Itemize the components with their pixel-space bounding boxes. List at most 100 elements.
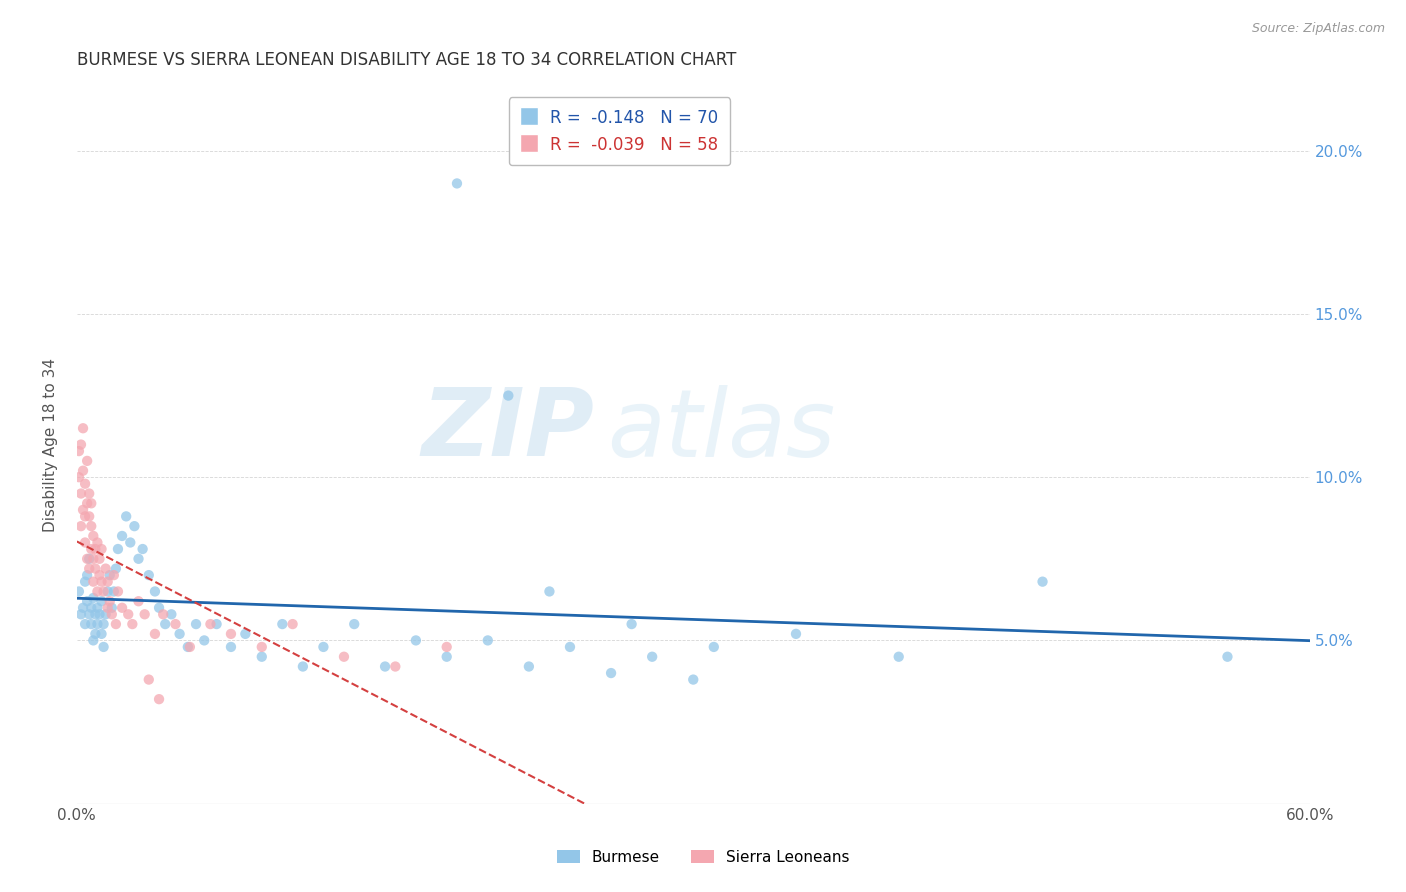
Point xyxy=(179,640,201,654)
Point xyxy=(82,591,104,605)
Point xyxy=(200,617,222,632)
Point xyxy=(70,486,93,500)
Point xyxy=(70,519,93,533)
Point xyxy=(82,633,104,648)
Point xyxy=(250,640,273,654)
Point xyxy=(98,594,121,608)
Text: atlas: atlas xyxy=(607,384,835,475)
Point xyxy=(219,627,242,641)
Point xyxy=(94,561,117,575)
Point xyxy=(94,607,117,622)
Text: BURMESE VS SIERRA LEONEAN DISABILITY AGE 18 TO 34 CORRELATION CHART: BURMESE VS SIERRA LEONEAN DISABILITY AGE… xyxy=(77,51,737,69)
Point xyxy=(80,617,103,632)
Point xyxy=(165,617,187,632)
Point xyxy=(1216,649,1239,664)
Point xyxy=(107,584,129,599)
Point xyxy=(143,584,166,599)
Point xyxy=(84,607,107,622)
Point xyxy=(477,633,499,648)
Point xyxy=(97,600,120,615)
Point xyxy=(76,551,98,566)
Point xyxy=(89,607,111,622)
Point xyxy=(124,519,146,533)
Point xyxy=(374,659,396,673)
Point xyxy=(75,535,97,549)
Point xyxy=(89,551,111,566)
Text: ZIP: ZIP xyxy=(422,384,595,476)
Point xyxy=(600,666,623,681)
Point xyxy=(90,541,112,556)
Point xyxy=(72,464,94,478)
Point xyxy=(77,509,100,524)
Point xyxy=(111,600,134,615)
Point xyxy=(107,541,129,556)
Point xyxy=(131,541,153,556)
Point xyxy=(90,627,112,641)
Point xyxy=(82,574,104,589)
Point xyxy=(343,617,366,632)
Point xyxy=(67,584,90,599)
Point xyxy=(67,444,90,458)
Point xyxy=(80,496,103,510)
Point xyxy=(89,568,111,582)
Point xyxy=(93,617,115,632)
Point xyxy=(82,551,104,566)
Point xyxy=(184,617,207,632)
Point xyxy=(538,584,561,599)
Point xyxy=(84,541,107,556)
Point xyxy=(620,617,643,632)
Point xyxy=(84,561,107,575)
Point xyxy=(97,584,120,599)
Point xyxy=(1031,574,1053,589)
Point xyxy=(703,640,725,654)
Point xyxy=(72,421,94,435)
Point xyxy=(138,568,160,582)
Point xyxy=(641,649,664,664)
Point xyxy=(104,617,127,632)
Point xyxy=(134,607,156,622)
Point xyxy=(115,509,138,524)
Point xyxy=(72,600,94,615)
Point xyxy=(169,627,191,641)
Point xyxy=(121,617,143,632)
Point xyxy=(384,659,406,673)
Point xyxy=(77,561,100,575)
Point xyxy=(205,617,228,632)
Point xyxy=(235,627,257,641)
Point xyxy=(193,633,215,648)
Point xyxy=(436,640,458,654)
Point xyxy=(77,607,100,622)
Point xyxy=(128,594,150,608)
Point xyxy=(67,470,90,484)
Point xyxy=(76,454,98,468)
Point xyxy=(498,389,520,403)
Point xyxy=(101,607,124,622)
Point xyxy=(76,496,98,510)
Point xyxy=(887,649,910,664)
Point xyxy=(77,486,100,500)
Point xyxy=(148,692,170,706)
Legend: Burmese, Sierra Leoneans: Burmese, Sierra Leoneans xyxy=(551,844,855,871)
Point xyxy=(558,640,581,654)
Point xyxy=(103,584,125,599)
Point xyxy=(82,529,104,543)
Point xyxy=(97,574,120,589)
Point xyxy=(291,659,314,673)
Point xyxy=(250,649,273,664)
Point xyxy=(76,594,98,608)
Point xyxy=(333,649,356,664)
Point xyxy=(98,568,121,582)
Point xyxy=(86,584,108,599)
Point xyxy=(160,607,183,622)
Legend: R =  -0.148   N = 70, R =  -0.039   N = 58: R = -0.148 N = 70, R = -0.039 N = 58 xyxy=(509,97,730,165)
Point xyxy=(75,476,97,491)
Point xyxy=(785,627,807,641)
Point xyxy=(436,649,458,664)
Point xyxy=(104,561,127,575)
Point xyxy=(75,574,97,589)
Point xyxy=(75,509,97,524)
Point xyxy=(101,600,124,615)
Point xyxy=(271,617,294,632)
Point xyxy=(90,594,112,608)
Point xyxy=(103,568,125,582)
